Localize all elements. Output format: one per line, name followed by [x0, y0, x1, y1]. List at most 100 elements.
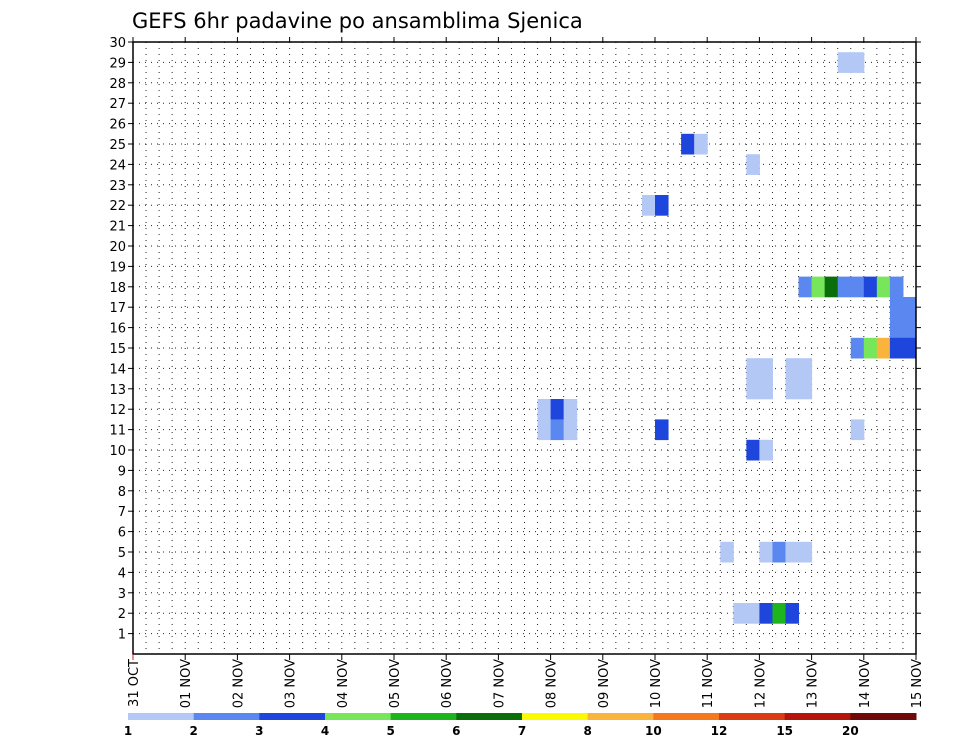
heatmap-cell — [863, 276, 878, 298]
y-tick-label: 23 — [109, 179, 126, 194]
heatmap-cell — [655, 419, 669, 441]
y-tick-label: 2 — [118, 607, 126, 622]
y-tick-label: 30 — [109, 36, 126, 51]
heatmap-cell — [733, 603, 747, 624]
x-tick-label: 11 NOV — [701, 659, 716, 708]
y-tick-label: 19 — [109, 260, 126, 275]
colorbar-segment — [522, 713, 589, 720]
heatmap-cell — [785, 378, 800, 400]
colorbar-segment — [653, 713, 720, 720]
y-tick-label: 21 — [109, 220, 126, 235]
y-tick-label: 16 — [109, 322, 126, 337]
chart-title: GEFS 6hr padavine po ansamblima Sjenica — [132, 9, 583, 33]
x-tick-label: 13 NOV — [806, 659, 821, 708]
x-tick-label: 06 NOV — [440, 659, 455, 708]
y-tick-label: 9 — [118, 464, 126, 479]
colorbar-label: 10 — [645, 724, 662, 738]
heatmap-cell — [785, 541, 800, 563]
heatmap-cell — [876, 337, 891, 359]
y-tick-label: 18 — [109, 281, 126, 296]
heatmap-cell — [811, 276, 826, 298]
colorbar-label: 2 — [189, 724, 197, 738]
heatmap-cell — [759, 378, 773, 400]
heatmap-cell — [759, 603, 773, 624]
y-tick-label: 26 — [109, 118, 126, 133]
y-tick-label: 29 — [109, 56, 126, 71]
heatmap-cell — [837, 52, 852, 73]
y-tick-label: 24 — [109, 158, 126, 173]
heatmap-cell — [850, 419, 865, 441]
colorbar-segment — [390, 713, 457, 720]
x-tick-label: 03 NOV — [284, 659, 299, 708]
colorbar-segment — [259, 713, 326, 720]
colorbar-label: 3 — [255, 724, 263, 738]
heatmap-cell — [772, 603, 786, 624]
colorbar-label: 20 — [842, 724, 859, 738]
y-tick-label: 8 — [118, 485, 126, 500]
heatmap-cell — [850, 276, 865, 298]
heatmap-cell — [681, 133, 695, 155]
heatmap-cell — [902, 317, 917, 339]
heatmap-cell — [798, 541, 813, 563]
heatmap-cell — [563, 419, 578, 441]
heatmap-cells — [537, 52, 917, 624]
axes: 1234567891011121314151617181920212223242… — [109, 36, 925, 708]
x-tick-label: 10 NOV — [649, 659, 664, 708]
colorbar-segment — [719, 713, 786, 720]
heatmap-cell — [655, 195, 669, 216]
heatmap-cell — [798, 378, 813, 400]
heatmap-cell — [537, 419, 552, 441]
grid — [133, 41, 916, 654]
heatmap-cell — [759, 541, 773, 563]
y-tick-label: 28 — [109, 77, 126, 92]
heatmap-cell — [746, 378, 760, 400]
heatmap-cell — [550, 419, 565, 441]
x-tick-label: 01 NOV — [179, 659, 194, 708]
x-tick-label: 12 NOV — [753, 659, 768, 708]
y-tick-label: 7 — [118, 505, 126, 520]
heatmap-cell — [798, 358, 813, 379]
heatmap-cell — [785, 603, 800, 624]
heatmap-cell — [889, 317, 904, 339]
y-tick-label: 15 — [109, 342, 126, 357]
x-tick-label: 08 NOV — [545, 659, 560, 708]
x-tick-label: 15 NOV — [910, 659, 925, 708]
heatmap-cell — [772, 541, 786, 563]
heatmap-cell — [876, 276, 891, 298]
colorbar-label: 8 — [583, 724, 591, 738]
heatmap-cell — [759, 439, 773, 461]
heatmap-cell — [537, 399, 552, 420]
y-tick-label: 13 — [109, 383, 126, 398]
x-tick-label: 09 NOV — [597, 659, 612, 708]
heatmap-cell — [902, 337, 917, 359]
colorbar-segment — [325, 713, 392, 720]
colorbar-segment — [128, 713, 195, 720]
heatmap-cell — [850, 337, 865, 359]
heatmap-cell — [563, 399, 578, 420]
colorbar-segment — [850, 713, 917, 720]
colorbar-label: 6 — [452, 724, 460, 738]
heatmap-cell — [720, 541, 734, 563]
y-tick-label: 22 — [109, 199, 126, 214]
y-tick-label: 27 — [109, 97, 126, 112]
heatmap-cell — [694, 133, 708, 155]
x-tick-label: 04 NOV — [336, 659, 351, 708]
colorbar-label: 1 — [124, 724, 132, 738]
y-tick-label: 1 — [118, 628, 126, 643]
heatmap-cell — [746, 603, 760, 624]
heatmap-cell — [902, 297, 917, 318]
y-tick-label: 25 — [109, 138, 126, 153]
x-tick-label: 14 NOV — [858, 659, 873, 708]
heatmap-cell — [550, 399, 565, 420]
heatmap-cell — [759, 358, 773, 379]
x-tick-label: 07 NOV — [492, 659, 507, 708]
x-tick-label: 31 OCT — [127, 659, 142, 707]
y-tick-label: 4 — [118, 566, 126, 581]
x-tick-label: 02 NOV — [231, 659, 246, 708]
colorbar-segment — [784, 713, 851, 720]
heatmap-cell — [863, 337, 878, 359]
y-tick-label: 10 — [109, 444, 126, 459]
y-tick-label: 5 — [118, 546, 126, 561]
heatmap-cell — [889, 276, 904, 298]
